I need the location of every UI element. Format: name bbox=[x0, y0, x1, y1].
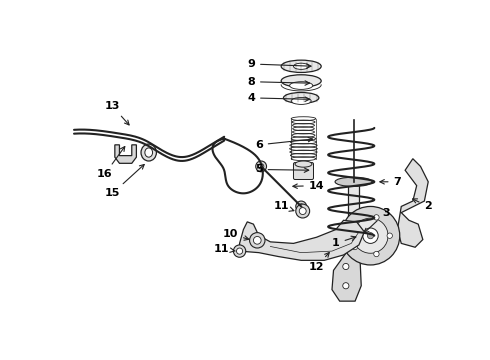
Ellipse shape bbox=[256, 161, 267, 172]
Polygon shape bbox=[115, 145, 136, 163]
Polygon shape bbox=[240, 220, 365, 260]
Ellipse shape bbox=[335, 177, 372, 186]
Ellipse shape bbox=[258, 164, 264, 169]
Ellipse shape bbox=[290, 82, 313, 89]
Text: 1: 1 bbox=[332, 236, 356, 248]
Ellipse shape bbox=[343, 283, 349, 289]
Polygon shape bbox=[397, 159, 428, 247]
Ellipse shape bbox=[299, 208, 306, 215]
Bar bbox=[348, 183, 359, 251]
FancyBboxPatch shape bbox=[294, 163, 314, 180]
Text: 16: 16 bbox=[97, 147, 125, 179]
Ellipse shape bbox=[341, 206, 400, 265]
Text: 8: 8 bbox=[247, 77, 310, 87]
Text: 13: 13 bbox=[105, 101, 129, 125]
Ellipse shape bbox=[374, 215, 379, 220]
Ellipse shape bbox=[281, 75, 321, 87]
Text: 6: 6 bbox=[255, 138, 313, 150]
Text: 7: 7 bbox=[380, 177, 401, 187]
Ellipse shape bbox=[343, 264, 349, 270]
Ellipse shape bbox=[374, 251, 379, 257]
Ellipse shape bbox=[291, 98, 311, 104]
Ellipse shape bbox=[141, 144, 156, 161]
Text: 12: 12 bbox=[309, 252, 329, 271]
Text: 10: 10 bbox=[222, 229, 249, 240]
Ellipse shape bbox=[353, 218, 388, 253]
Text: 5: 5 bbox=[255, 165, 309, 175]
Ellipse shape bbox=[352, 222, 358, 227]
Ellipse shape bbox=[249, 233, 265, 248]
Text: 11: 11 bbox=[274, 202, 294, 211]
Ellipse shape bbox=[253, 237, 261, 244]
Text: 9: 9 bbox=[247, 59, 311, 69]
Text: 2: 2 bbox=[413, 199, 432, 211]
Ellipse shape bbox=[363, 228, 378, 243]
Ellipse shape bbox=[352, 244, 358, 250]
Ellipse shape bbox=[387, 233, 392, 238]
Ellipse shape bbox=[281, 60, 321, 72]
Ellipse shape bbox=[145, 148, 152, 157]
Ellipse shape bbox=[368, 233, 373, 239]
Ellipse shape bbox=[284, 93, 319, 103]
Ellipse shape bbox=[294, 63, 309, 69]
Ellipse shape bbox=[296, 204, 310, 218]
Ellipse shape bbox=[295, 161, 312, 167]
Text: 11: 11 bbox=[214, 244, 235, 254]
Text: 4: 4 bbox=[247, 93, 310, 103]
Ellipse shape bbox=[237, 248, 243, 254]
Polygon shape bbox=[332, 251, 361, 301]
Text: 14: 14 bbox=[293, 181, 324, 191]
Ellipse shape bbox=[296, 201, 307, 212]
Ellipse shape bbox=[233, 245, 246, 257]
Text: 3: 3 bbox=[364, 208, 390, 233]
Ellipse shape bbox=[298, 204, 304, 209]
Text: 15: 15 bbox=[105, 165, 144, 198]
